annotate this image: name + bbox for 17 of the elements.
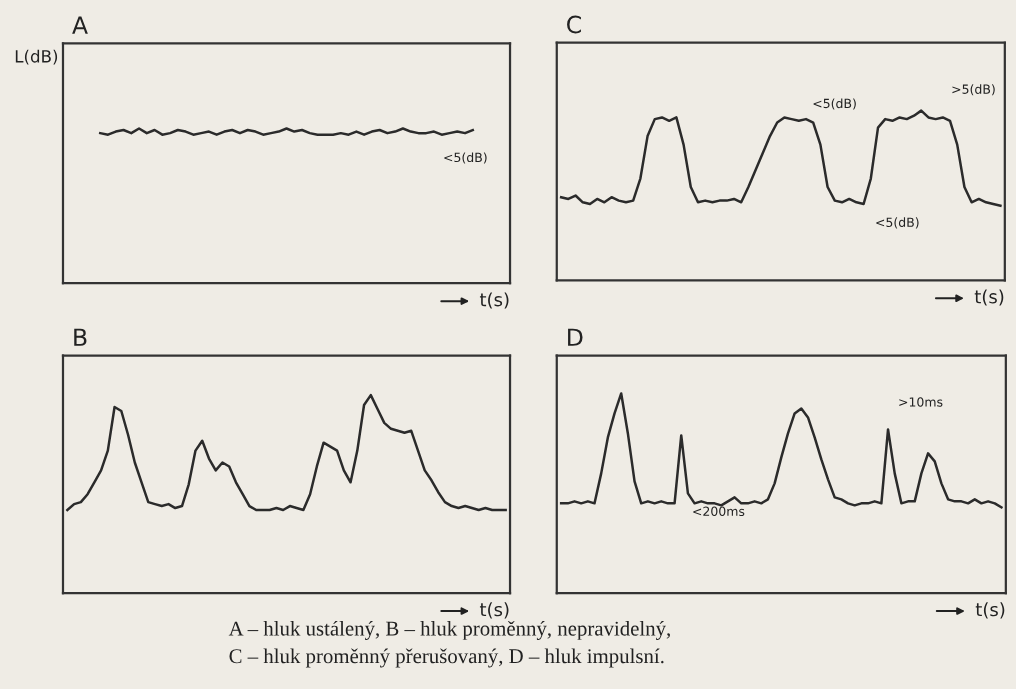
chart-title: A bbox=[72, 16, 88, 34]
x-axis-title: t(s) bbox=[479, 602, 509, 619]
x-axis-title: t(s) bbox=[479, 292, 509, 309]
annotation: <200ms bbox=[693, 506, 745, 517]
text: C – hluk proměnný přerušovaný, D – hluk impulsní. bbox=[229, 648, 664, 668]
text: <5(dB) bbox=[813, 98, 856, 110]
text: >5(dB) bbox=[952, 84, 995, 96]
chart-title: C bbox=[567, 15, 581, 34]
x-axis-title: t(s) bbox=[974, 289, 1004, 306]
chart-title: B bbox=[74, 328, 87, 346]
annotation: <5(dB) bbox=[876, 217, 919, 229]
chart-title: D bbox=[568, 328, 583, 346]
text: A – hluk ustálený, B – hluk proměnný, nepravidelný, bbox=[228, 620, 670, 640]
x-axis-title: t(s) bbox=[975, 602, 1005, 619]
annotation: <5(dB) bbox=[444, 152, 487, 164]
y-axis-title: L(dB) bbox=[15, 49, 58, 65]
annotation: >10ms bbox=[899, 397, 943, 407]
